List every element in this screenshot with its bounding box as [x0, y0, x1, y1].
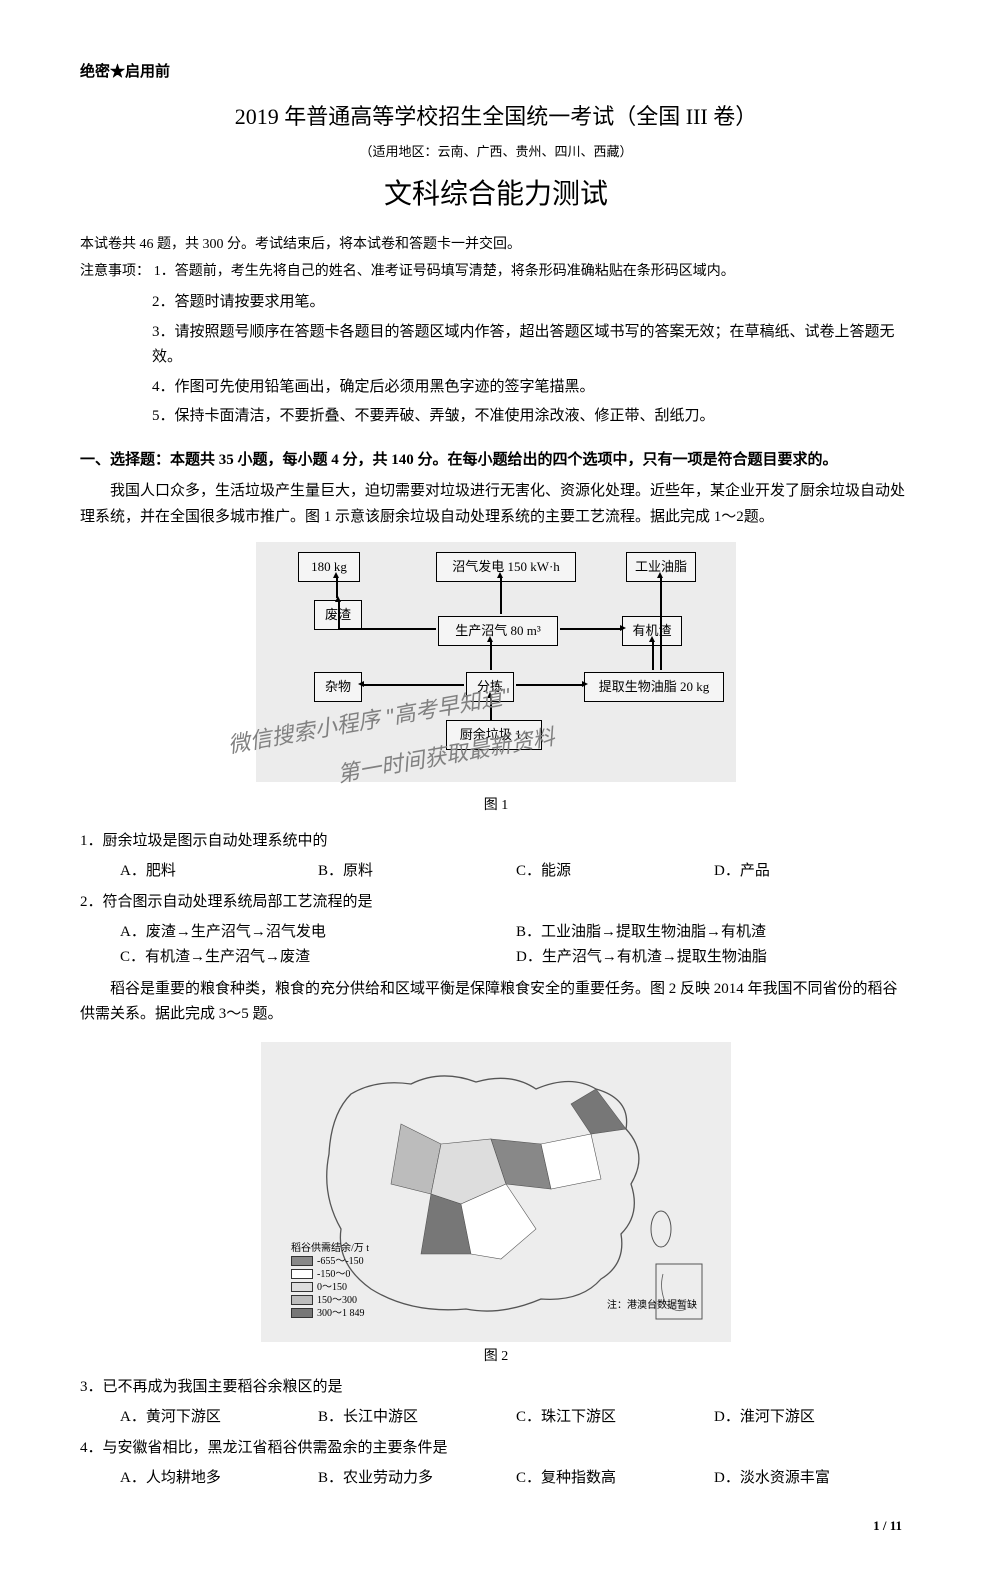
legend-range: 300～1 849 [317, 1307, 365, 1320]
figure-1-container: 180 kg沼气发电 150 kW·h工业油脂废渣生产沼气 80 m³有机渣杂物… [80, 542, 912, 817]
flow-node-n_180kg: 180 kg [298, 552, 360, 582]
flow-node-n_biogas_elec: 沼气发电 150 kW·h [436, 552, 576, 582]
q3-option-b: B．长江中游区 [318, 1405, 516, 1431]
map-note: 注：港澳台数据暂缺 [607, 1297, 697, 1314]
notice-item: 4．作图可先使用铅笔画出，确定后必须用黑色字迹的签字笔描黑。 [152, 375, 912, 401]
legend-row: 0～150 [291, 1281, 369, 1294]
notice-item: 5．保持卡面清洁，不要折叠、不要弄破、弄皱，不准使用涂改液、修正带、刮纸刀。 [152, 404, 912, 430]
q3-option-d: D．淮河下游区 [714, 1405, 912, 1431]
legend-swatch [291, 1308, 313, 1318]
q1-option-b: B．原料 [318, 859, 516, 885]
passage-text: 我国人口众多，生活垃圾产生量巨大，迫切需要对垃圾进行无害化、资源化处理。近些年，… [80, 479, 912, 530]
q2-option-c: C．有机渣→生产沼气→废渣 [120, 945, 516, 971]
flow-edge [364, 684, 464, 686]
flow-edge [560, 628, 620, 630]
legend-row: -150～0 [291, 1268, 369, 1281]
flow-edge [338, 628, 436, 630]
q4-option-a: A．人均耕地多 [120, 1466, 318, 1492]
question-1-stem: 1．厨余垃圾是图示自动处理系统中的 [80, 829, 912, 855]
q3-option-a: A．黄河下游区 [120, 1405, 318, 1431]
title-subject: 文科综合能力测试 [80, 171, 912, 219]
question-3-stem: 3．已不再成为我国主要稻谷余粮区的是 [80, 1375, 912, 1401]
intro-text: 本试卷共 46 题，共 300 分。考试结束后，将本试卷和答题卡一并交回。 [80, 233, 912, 257]
legend-range: 150～300 [317, 1294, 357, 1307]
figure-2-label: 图 2 [80, 1345, 912, 1369]
title-main: 2019 年普通高等学校招生全国统一考试（全国 III 卷） [80, 98, 912, 135]
flow-edge [338, 602, 340, 628]
section-header: 一、选择题：本题共 35 小题，每小题 4 分，共 140 分。在每小题给出的四… [80, 448, 912, 474]
legend-range: -655～-150 [317, 1255, 364, 1268]
notice-label: 注意事项： [80, 260, 150, 284]
flow-edge [516, 684, 582, 686]
flow-node-n_biogas_prod: 生产沼气 80 m³ [438, 616, 558, 646]
legend-range: -150～0 [317, 1268, 350, 1281]
flow-edge [336, 578, 338, 598]
map-background: 稻谷供需结余/万 t -655～-150-150～00～150150～30030… [261, 1042, 731, 1342]
passage-text-2: 稻谷是重要的粮食种类，粮食的充分供给和区域平衡是保障粮食安全的重要任务。图 2 … [80, 977, 912, 1028]
q2-option-a: A．废渣→生产沼气→沼气发电 [120, 920, 516, 946]
legend-title: 稻谷供需结余/万 t [291, 1242, 369, 1255]
q1-option-a: A．肥料 [120, 859, 318, 885]
q3-option-c: C．珠江下游区 [516, 1405, 714, 1431]
legend-range: 0～150 [317, 1281, 347, 1294]
legend-row: -655～-150 [291, 1255, 369, 1268]
flow-edge [660, 578, 662, 670]
q2-option-d: D．生产沼气→有机渣→提取生物油脂 [516, 945, 912, 971]
legend-swatch [291, 1295, 313, 1305]
flow-edge [490, 698, 492, 720]
flow-node-n_extract: 提取生物油脂 20 kg [584, 672, 724, 702]
flow-edge [500, 578, 502, 614]
flow-edge [490, 642, 492, 670]
q2-option-b: B．工业油脂→提取生物油脂→有机渣 [516, 920, 912, 946]
legend-swatch [291, 1282, 313, 1292]
confidential-label: 绝密★启用前 [80, 60, 912, 86]
title-region: （适用地区：云南、广西、贵州、四川、西藏） [80, 141, 912, 163]
question-4-stem: 4．与安徽省相比，黑龙江省稻谷供需盈余的主要条件是 [80, 1436, 912, 1462]
legend-swatch [291, 1256, 313, 1266]
question-2-stem: 2．符合图示自动处理系统局部工艺流程的是 [80, 890, 912, 916]
flow-edge [652, 642, 654, 670]
flow-node-n_sundries: 杂物 [314, 672, 362, 702]
figure-2-container: 稻谷供需结余/万 t -655～-150-150～00～150150～30030… [80, 1042, 912, 1369]
legend-swatch [291, 1269, 313, 1279]
page-number: 1 / 11 [80, 1515, 912, 1537]
legend-row: 150～300 [291, 1294, 369, 1307]
q1-option-c: C．能源 [516, 859, 714, 885]
q4-option-b: B．农业劳动力多 [318, 1466, 516, 1492]
notice-item: 3．请按照题号顺序在答题卡各题目的答题区域内作答，超出答题区域书写的答案无效；在… [152, 320, 912, 371]
notice-item: 1．答题前，考生先将自己的姓名、准考证号码填写清楚，将条形码准确粘贴在条形码区域… [154, 260, 906, 284]
map-legend: 稻谷供需结余/万 t -655～-150-150～00～150150～30030… [291, 1242, 369, 1320]
q1-option-d: D．产品 [714, 859, 912, 885]
q4-option-d: D．淡水资源丰富 [714, 1466, 912, 1492]
legend-row: 300～1 849 [291, 1307, 369, 1320]
flow-diagram: 180 kg沼气发电 150 kW·h工业油脂废渣生产沼气 80 m³有机渣杂物… [256, 542, 736, 782]
flow-node-n_kitchen: 厨余垃圾 1 t [446, 720, 542, 750]
figure-1-label: 图 1 [80, 794, 912, 818]
notice-item: 2．答题时请按要求用笔。 [152, 290, 912, 316]
q4-option-c: C．复种指数高 [516, 1466, 714, 1492]
